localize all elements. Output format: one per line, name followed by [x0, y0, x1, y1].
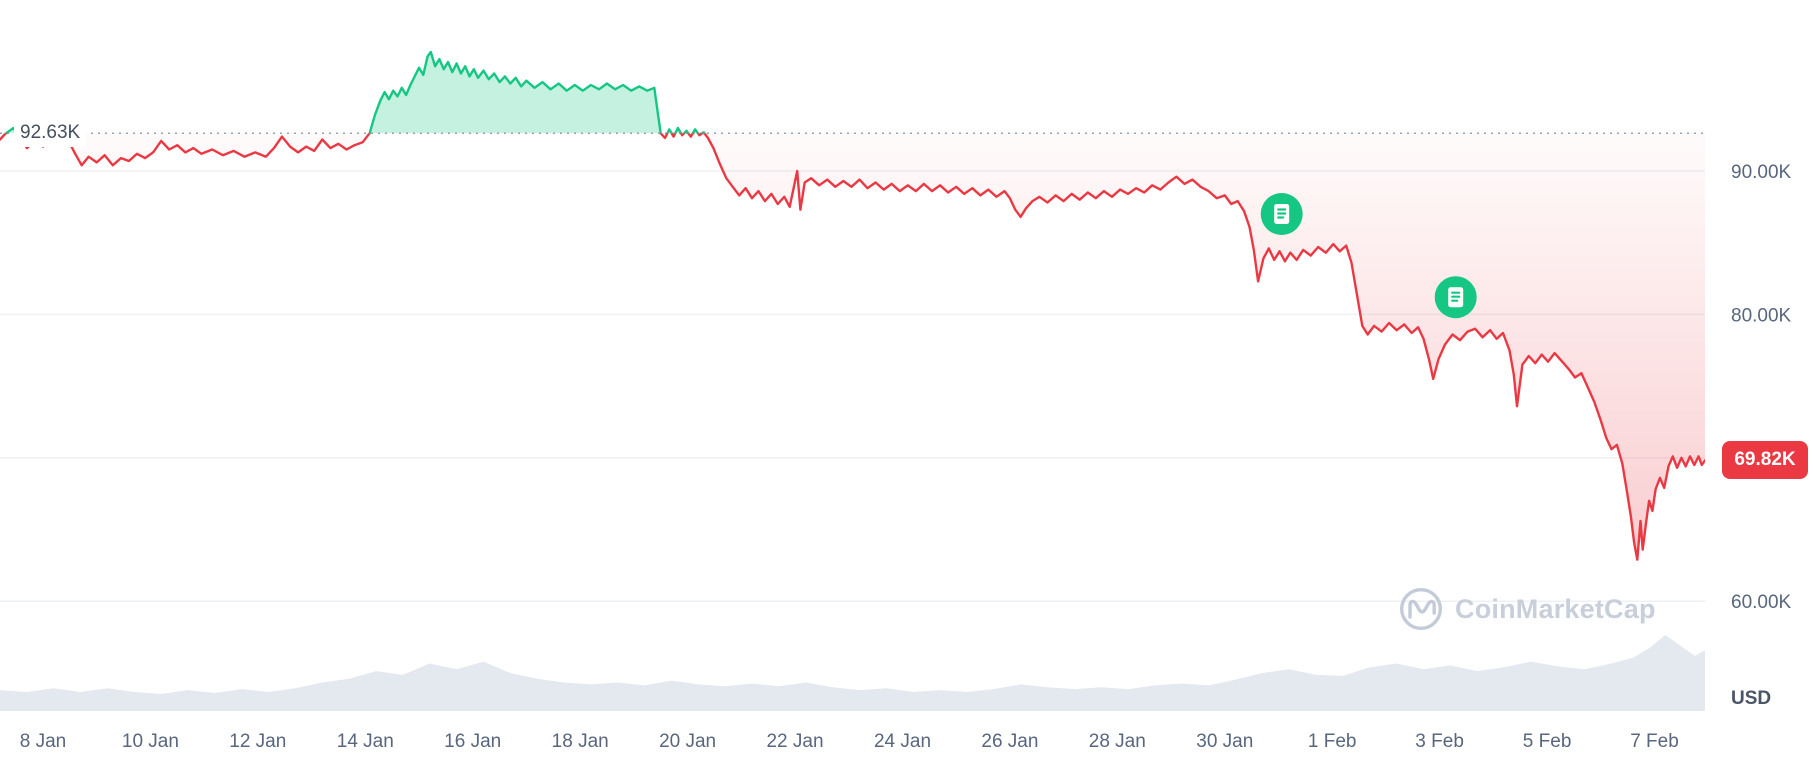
y-axis-label: 90.00K [1731, 162, 1792, 183]
volume-area [0, 635, 1705, 711]
x-axis-label: 28 Jan [1089, 731, 1146, 752]
x-axis-label: 22 Jan [766, 731, 823, 752]
x-axis-label: 14 Jan [337, 731, 394, 752]
price-line-down [0, 133, 1705, 561]
watermark-text: CoinMarketCap [1455, 593, 1656, 624]
x-axis-label: 16 Jan [444, 731, 501, 752]
news-event-marker[interactable] [1260, 193, 1303, 235]
watermark: CoinMarketCap [1398, 586, 1656, 632]
current-price-badge: 69.82K [1722, 441, 1808, 479]
news-document-icon [1448, 287, 1464, 308]
y-axis-label: 60.00K [1731, 592, 1792, 613]
below-baseline-fill [0, 133, 1705, 560]
news-event-marker[interactable] [1434, 276, 1477, 319]
x-axis-label: 3 Feb [1415, 731, 1464, 752]
x-axis-label: 1 Feb [1308, 731, 1357, 752]
x-axis-label: 7 Feb [1630, 731, 1679, 752]
x-axis-label: 12 Jan [229, 731, 286, 752]
x-axis-label: 5 Feb [1523, 731, 1572, 752]
news-document-icon [1274, 204, 1290, 224]
currency-label: USD [1731, 688, 1772, 709]
x-axis-label: 24 Jan [874, 731, 931, 752]
x-axis-label: 8 Jan [20, 731, 66, 752]
x-axis-label: 10 Jan [122, 731, 179, 752]
x-axis-label: 18 Jan [552, 731, 609, 752]
y-axis-label: 80.00K [1731, 305, 1792, 326]
coinmarketcap-logo-icon [1400, 588, 1442, 630]
above-baseline-fill [5, 52, 705, 134]
x-axis-label: 20 Jan [659, 731, 716, 752]
x-axis-label: 26 Jan [981, 731, 1038, 752]
baseline-price-label: 92.63K [14, 119, 87, 147]
x-axis-label: 30 Jan [1196, 731, 1253, 752]
